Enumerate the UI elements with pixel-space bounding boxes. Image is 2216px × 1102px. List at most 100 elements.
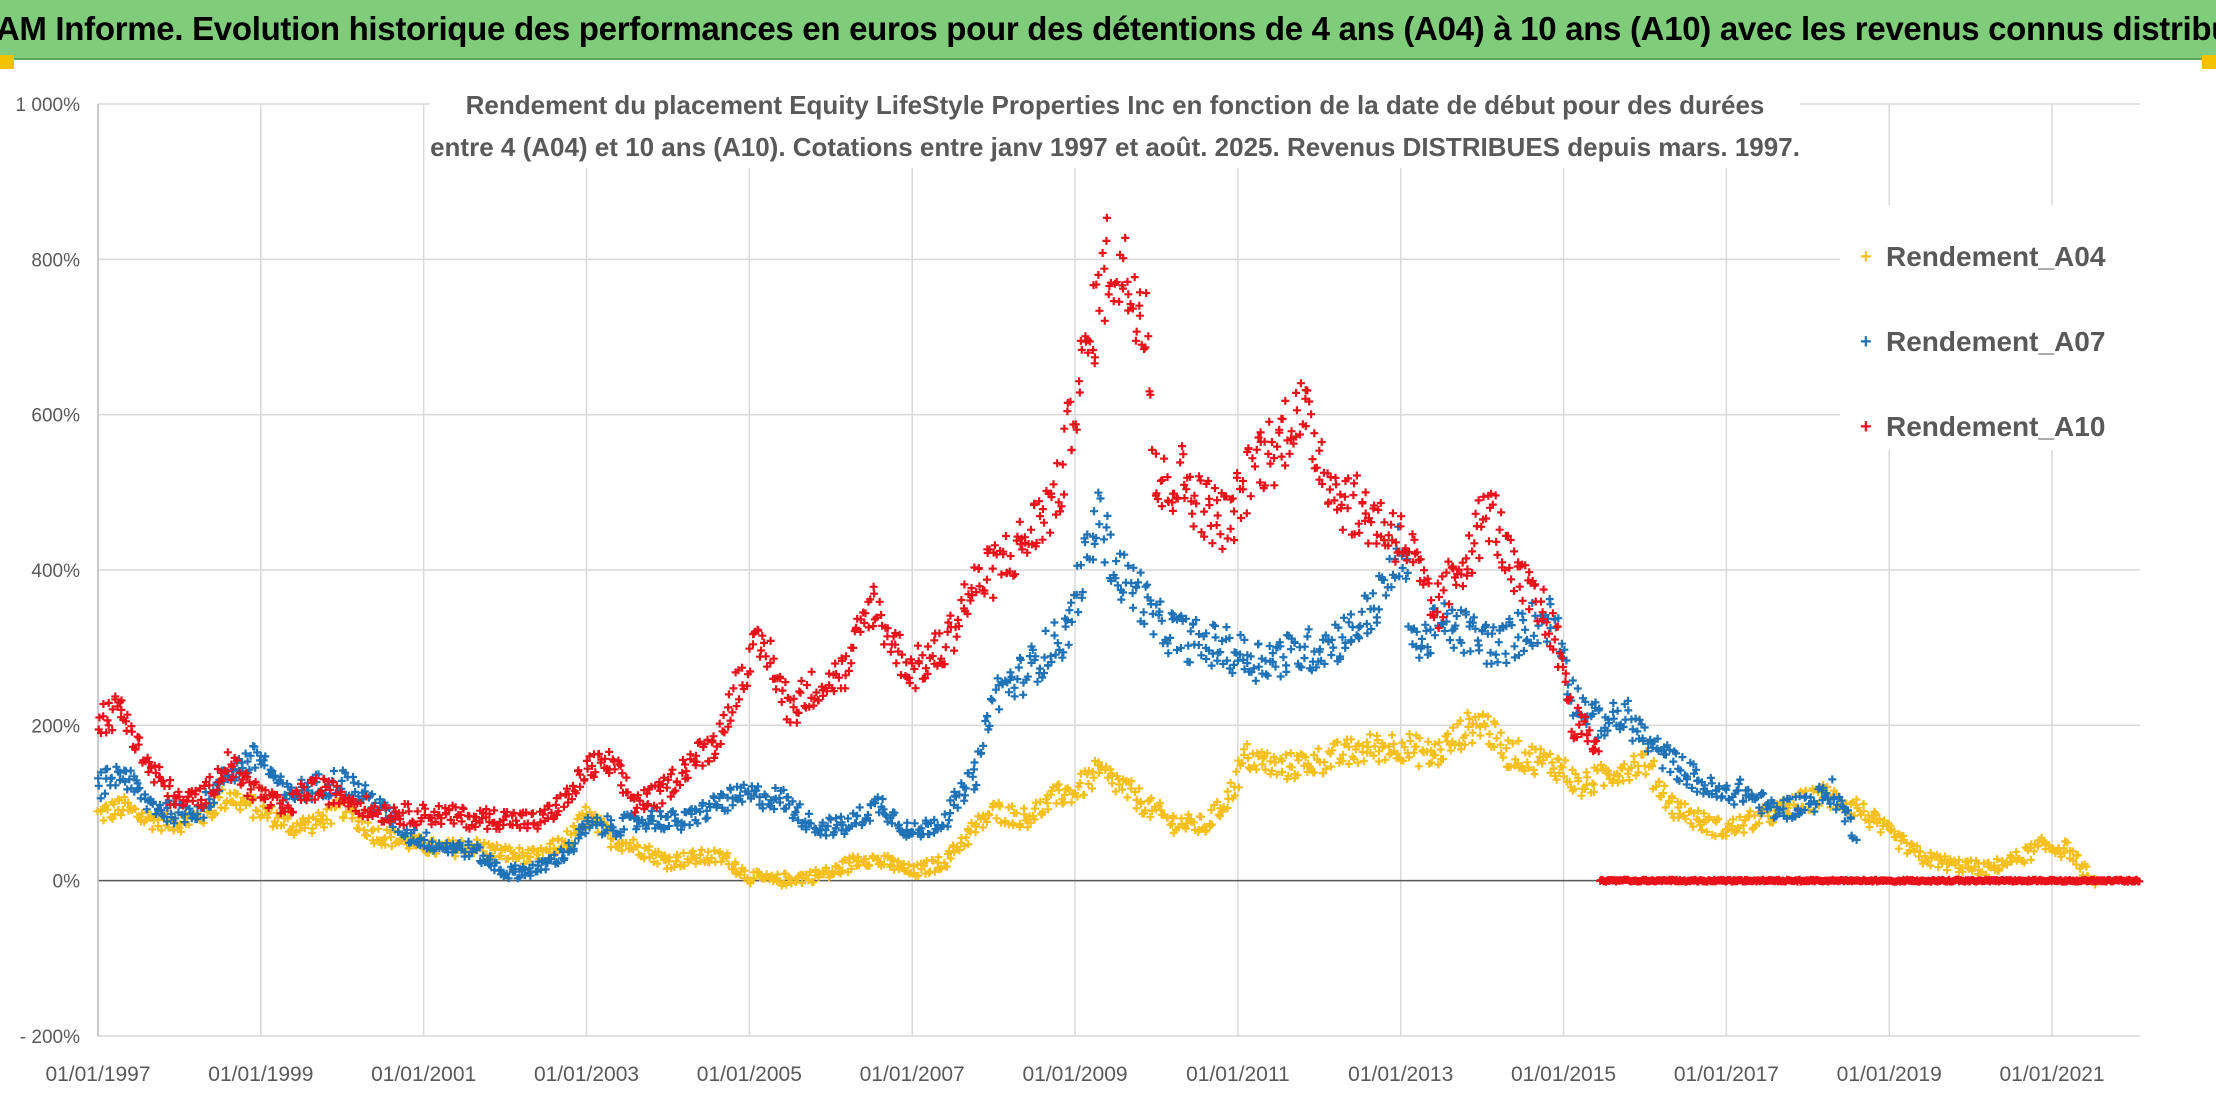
data-point bbox=[1454, 565, 1463, 574]
data-point bbox=[541, 865, 550, 874]
data-point bbox=[1391, 557, 1400, 566]
data-point bbox=[1242, 509, 1251, 518]
data-point bbox=[1132, 795, 1141, 804]
data-point bbox=[492, 858, 501, 867]
data-point bbox=[1426, 649, 1435, 658]
data-point bbox=[2027, 855, 2035, 864]
data-point bbox=[301, 824, 309, 832]
data-point bbox=[504, 874, 513, 883]
data-point bbox=[589, 772, 598, 781]
data-point bbox=[1481, 722, 1490, 731]
data-point bbox=[724, 690, 733, 699]
data-point bbox=[946, 809, 955, 818]
data-point bbox=[686, 750, 695, 759]
data-point bbox=[1468, 728, 1477, 737]
data-point bbox=[1497, 728, 1505, 737]
data-point bbox=[1067, 617, 1076, 626]
data-point bbox=[692, 806, 701, 815]
data-point bbox=[1135, 784, 1144, 793]
data-point bbox=[1036, 797, 1045, 806]
data-point bbox=[772, 685, 781, 694]
data-point bbox=[1415, 734, 1424, 743]
data-point bbox=[861, 855, 870, 863]
data-point bbox=[852, 819, 860, 828]
data-point bbox=[715, 719, 724, 728]
data-point bbox=[163, 817, 172, 826]
data-point bbox=[1434, 624, 1443, 632]
chart-legend: + Rendement_A04 + Rendement_A07 + Rendem… bbox=[1840, 205, 2140, 450]
data-point bbox=[104, 698, 113, 707]
data-point bbox=[1213, 797, 1222, 806]
data-point bbox=[1374, 505, 1383, 514]
data-point bbox=[1674, 803, 1683, 812]
data-point bbox=[381, 804, 390, 812]
data-point bbox=[103, 805, 112, 814]
data-point bbox=[1209, 620, 1218, 629]
data-point bbox=[1434, 760, 1443, 769]
data-point bbox=[1570, 784, 1579, 793]
data-point bbox=[731, 860, 740, 869]
data-point bbox=[1301, 753, 1310, 762]
data-point bbox=[1690, 809, 1698, 818]
data-point bbox=[716, 740, 725, 748]
data-point bbox=[1049, 480, 1058, 489]
data-point bbox=[1232, 767, 1241, 776]
data-point bbox=[399, 821, 408, 830]
x-tick-label: 01/01/2005 bbox=[697, 1063, 802, 1086]
data-point bbox=[1306, 762, 1314, 771]
data-point bbox=[1268, 649, 1277, 658]
data-point bbox=[598, 821, 607, 830]
data-point bbox=[1195, 472, 1203, 481]
data-point bbox=[1119, 588, 1127, 597]
data-point bbox=[969, 765, 978, 774]
data-point bbox=[199, 813, 208, 822]
data-point bbox=[1406, 736, 1415, 745]
data-point bbox=[1755, 803, 1764, 812]
data-point bbox=[251, 778, 260, 786]
data-point bbox=[1707, 779, 1716, 788]
data-point bbox=[1079, 790, 1088, 799]
data-point bbox=[1176, 458, 1185, 467]
data-point bbox=[322, 805, 331, 814]
data-point bbox=[570, 839, 579, 848]
data-point bbox=[914, 659, 923, 668]
data-point bbox=[115, 796, 123, 805]
data-point bbox=[1582, 780, 1591, 789]
data-point bbox=[1537, 597, 1545, 606]
data-point bbox=[1501, 566, 1510, 575]
data-point bbox=[851, 625, 860, 634]
data-point bbox=[111, 692, 120, 701]
data-point bbox=[1408, 530, 1417, 539]
data-point bbox=[1141, 343, 1150, 352]
data-point bbox=[157, 826, 166, 835]
data-point bbox=[1249, 664, 1258, 673]
data-point bbox=[1285, 449, 1294, 458]
data-point bbox=[1317, 438, 1326, 446]
data-point bbox=[482, 805, 491, 814]
data-point bbox=[339, 813, 348, 822]
data-point bbox=[1515, 651, 1523, 660]
data-point bbox=[1465, 531, 1473, 540]
data-point bbox=[1098, 249, 1107, 257]
data-point bbox=[838, 821, 847, 830]
data-point bbox=[682, 767, 691, 776]
data-point bbox=[1681, 814, 1690, 823]
data-point bbox=[1336, 490, 1345, 499]
data-point bbox=[1239, 655, 1248, 664]
data-point bbox=[616, 831, 625, 840]
data-point bbox=[642, 824, 651, 833]
data-point bbox=[1281, 396, 1290, 405]
data-point bbox=[1450, 741, 1459, 750]
data-point bbox=[1439, 613, 1448, 622]
data-point bbox=[1518, 596, 1527, 605]
data-point bbox=[974, 565, 983, 573]
data-point bbox=[1683, 772, 1692, 781]
data-point bbox=[1718, 792, 1727, 801]
data-point bbox=[1430, 631, 1439, 640]
data-point bbox=[1189, 522, 1198, 531]
data-point bbox=[788, 797, 797, 806]
data-point bbox=[711, 749, 720, 758]
data-point bbox=[1188, 509, 1197, 518]
data-point bbox=[581, 829, 590, 838]
data-point bbox=[319, 775, 328, 784]
